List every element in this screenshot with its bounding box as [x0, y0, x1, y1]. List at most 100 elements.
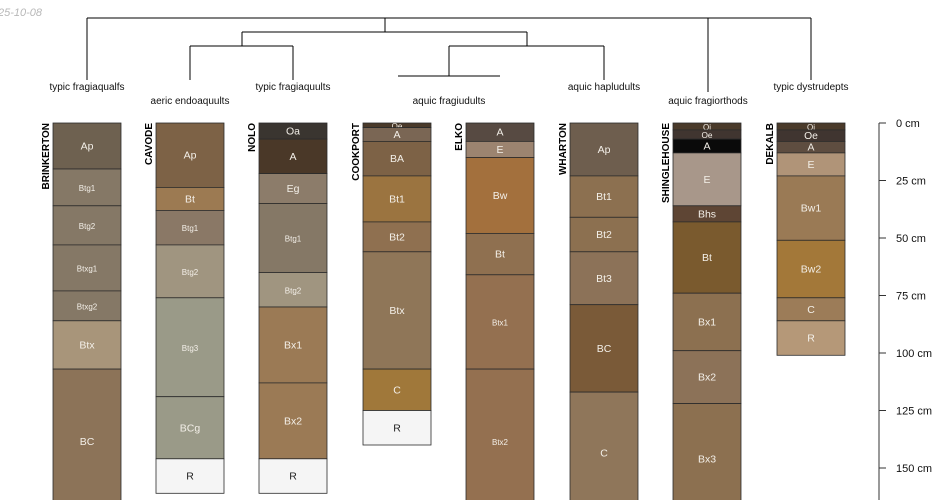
horizon-label-wharton-ap: Ap	[598, 144, 611, 156]
profile-elko: AE Bw Bt Btx1 Btx2 ELKO	[454, 122, 535, 500]
profile-name-cavode: CAVODE	[144, 123, 155, 165]
profile-name-brinkerton: BRINKERTON	[41, 123, 52, 189]
taxon-labels: typic fragiaqualfs aeric endoaquults typic…	[49, 82, 848, 107]
profile-cavode: Ap Bt Btg1 Btg2 Btg3 BCg R CAVODE	[144, 122, 225, 494]
horizon-label-elko-btx2: Btx2	[492, 438, 509, 447]
horizon-label-cavode-btg3: Btg3	[182, 344, 199, 353]
horizon-label-elko-btx1: Btx1	[492, 318, 509, 327]
horizon-cookport-ba	[362, 140, 432, 177]
taxon-label-typic-fragiaqualfs: typic fragiaqualfs	[49, 82, 124, 93]
horizon-cavode-btg1	[155, 209, 225, 246]
horizon-brinkerton-btx	[52, 320, 122, 370]
horizon-label-dekalb-oe: Oe	[804, 131, 818, 142]
horizon-wharton-bc	[569, 304, 639, 393]
horizon-brinkerton-btg2	[52, 205, 122, 246]
horizon-wharton-bt2	[569, 216, 639, 253]
horizon-shinglehouse-bx2	[672, 350, 742, 405]
horizon-label-elko-bt: Bt	[495, 249, 505, 261]
horizon-label-brinkerton-btx: Btx	[79, 339, 95, 351]
horizon-label-shinglehouse-e: E	[703, 174, 710, 186]
soil-profiles: Ap Btg1 Btg2 Btxg1 Btxg2 Btx BC BRINKERTON Ap Bt B…	[41, 122, 846, 500]
horizon-wharton-bt1	[569, 175, 639, 218]
profile-name-elko: ELKO	[454, 123, 465, 151]
profile-wharton: Ap Bt1 Bt2 Bt3 BC C WHARTON	[558, 122, 639, 500]
horizon-cavode-btg3	[155, 297, 225, 398]
profile-name-wharton: WHARTON	[558, 123, 569, 175]
horizon-wharton-bt3	[569, 251, 639, 306]
profile-name-nolo: NOLO	[247, 123, 258, 152]
horizon-shinglehouse-bt	[672, 221, 742, 294]
horizon-label-nolo-btg2: Btg2	[285, 286, 302, 295]
horizon-shinglehouse-bx1	[672, 292, 742, 352]
horizon-label-cookport-bt1: Bt1	[389, 193, 405, 205]
depth-tick-label-150: 150 cm	[896, 463, 932, 475]
horizon-label-shinglehouse-oe: Oe	[701, 131, 712, 140]
horizon-label-shinglehouse-bx1: Bx1	[698, 316, 716, 328]
horizon-label-shinglehouse-oi: Oi	[703, 123, 711, 132]
taxon-label-aquic-fragiorthods: aquic fragiorthods	[668, 96, 748, 107]
depth-axis: 0 cm 25 cm 50 cm 75 cm 100 cm 125 cm 150 cm	[878, 118, 932, 500]
taxon-label-aquic-hapludults: aquic hapludults	[568, 82, 640, 93]
horizon-label-brinkerton-btxg1: Btxg1	[77, 264, 98, 273]
horizon-label-shinglehouse-bx2: Bx2	[698, 372, 716, 384]
horizon-nolo-r	[258, 458, 328, 494]
horizon-cookport-bt1	[362, 175, 432, 223]
horizon-label-wharton-bt3: Bt3	[596, 273, 612, 285]
horizon-wharton-ap	[569, 122, 639, 177]
horizon-label-dekalb-c: C	[807, 304, 815, 316]
depth-tick-label-100: 100 cm	[896, 348, 932, 360]
horizon-wharton-c	[569, 391, 639, 500]
depth-tick-label-25: 25 cm	[896, 176, 926, 188]
horizon-label-cavode-btg2: Btg2	[182, 268, 199, 277]
horizon-label-cavode-bt: Bt	[185, 193, 195, 205]
horizon-label-nolo-oa: Oa	[286, 126, 300, 138]
horizon-label-dekalb-r: R	[807, 333, 815, 345]
horizon-label-brinkerton-btg1: Btg1	[79, 184, 96, 193]
horizon-cookport-btx	[362, 251, 432, 370]
horizon-cavode-bcg	[155, 396, 225, 460]
horizon-cookport-bt2	[362, 221, 432, 253]
horizon-label-cavode-r: R	[186, 471, 194, 483]
horizon-brinkerton-btxg2	[52, 290, 122, 322]
horizon-brinkerton-btg1	[52, 168, 122, 207]
horizon-label-wharton-c: C	[600, 448, 608, 460]
horizon-elko-bt	[465, 232, 535, 276]
horizon-nolo-a	[258, 138, 328, 175]
horizon-brinkerton-ap	[52, 122, 122, 170]
depth-tick-label-125: 125 cm	[896, 406, 932, 418]
horizon-nolo-bx2	[258, 382, 328, 460]
horizon-label-brinkerton-btxg2: Btxg2	[77, 302, 98, 311]
profile-name-cookport: COOKPORT	[351, 123, 362, 181]
depth-tick-label-50: 50 cm	[896, 233, 926, 245]
horizon-label-nolo-btg1: Btg1	[285, 235, 302, 244]
horizon-label-elko-a: A	[496, 127, 503, 139]
horizon-label-nolo-bx2: Bx2	[284, 415, 302, 427]
horizon-shinglehouse-bx3	[672, 403, 742, 500]
horizon-label-cookport-c: C	[393, 384, 401, 396]
horizon-label-cookport-btx: Btx	[389, 305, 405, 317]
taxon-label-aquic-fragiudults: aquic fragiudults	[413, 96, 486, 107]
profile-cookport: OeA BA Bt1 Bt2 Btx C R COOKPORT	[351, 122, 432, 446]
horizon-label-wharton-bt1: Bt1	[596, 191, 612, 203]
horizon-label-dekalb-e: E	[807, 159, 814, 171]
horizon-label-shinglehouse-bt: Bt	[702, 252, 712, 264]
dendrogram	[86, 17, 812, 92]
horizon-label-dekalb-bw2: Bw2	[801, 264, 822, 276]
horizon-label-nolo-bx1: Bx1	[284, 339, 302, 351]
horizon-dekalb-r	[776, 320, 846, 356]
horizon-label-cavode-ap: Ap	[184, 150, 197, 162]
horizon-label-dekalb-a: A	[808, 143, 815, 154]
horizon-label-elko-bw: Bw	[493, 190, 508, 202]
horizon-label-brinkerton-btg2: Btg2	[79, 222, 96, 231]
horizon-label-nolo-eg: Eg	[287, 183, 300, 195]
profile-nolo: Oa A Eg Btg1 Btg2 Bx1 Bx2 R NOLO	[247, 122, 328, 494]
taxon-label-aeric-endoaquults: aeric endoaquults	[151, 96, 230, 107]
horizon-label-elko-e: E	[496, 144, 503, 156]
horizon-label-shinglehouse-bx3: Bx3	[698, 453, 716, 465]
horizon-label-brinkerton-bc: BC	[80, 436, 95, 448]
taxon-label-typic-fragiaquults: typic fragiaquults	[255, 82, 330, 93]
horizon-label-dekalb-oi: Oi	[807, 123, 815, 132]
